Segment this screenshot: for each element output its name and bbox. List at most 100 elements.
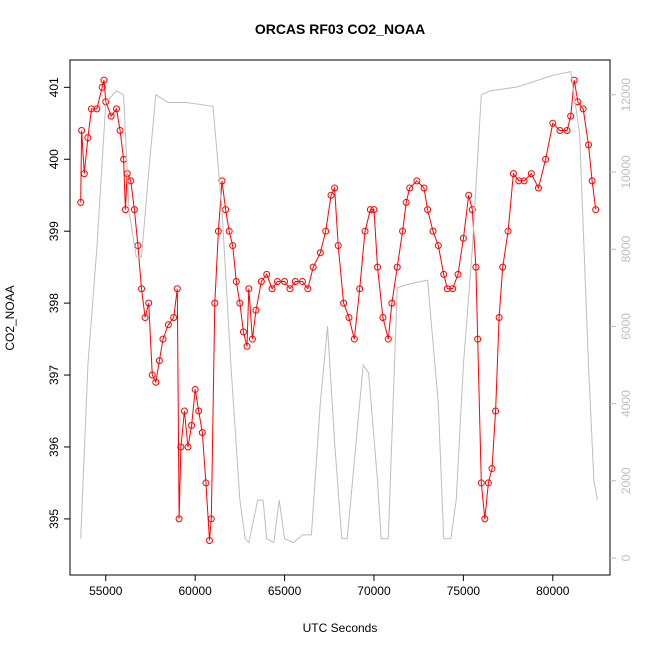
y2-tick-label: 4000 — [619, 390, 633, 417]
data-point — [556, 126, 564, 134]
x-axis-label: UTC Seconds — [303, 621, 378, 635]
data-point — [309, 263, 317, 271]
plot-frame — [69, 59, 611, 576]
data-point — [420, 184, 428, 192]
data-point — [222, 206, 230, 214]
data-point — [229, 242, 237, 250]
data-point — [252, 306, 260, 314]
data-point — [214, 227, 222, 235]
data-point — [245, 285, 253, 293]
data-point — [331, 184, 339, 192]
data-point — [527, 170, 535, 178]
data-point — [195, 407, 203, 415]
data-point — [316, 249, 324, 257]
y2-tick-label: 2000 — [619, 467, 633, 494]
data-point — [164, 321, 172, 329]
y2-tick-label: 10000 — [619, 155, 633, 189]
data-point — [286, 285, 294, 293]
data-point — [148, 371, 156, 379]
data-point — [520, 177, 528, 185]
data-point — [191, 385, 199, 393]
data-point — [477, 479, 485, 487]
data-point — [542, 155, 550, 163]
data-point — [563, 126, 571, 134]
data-point — [549, 119, 557, 127]
data-point — [248, 335, 256, 343]
y2-tick-label: 6000 — [619, 313, 633, 340]
data-point — [155, 357, 163, 365]
y-tick-label: 401 — [47, 77, 61, 97]
data-point — [84, 134, 92, 142]
data-point — [350, 335, 358, 343]
y2-tick-label: 8000 — [619, 235, 633, 262]
data-point — [345, 314, 353, 321]
data-point — [443, 285, 451, 293]
data-point — [177, 443, 185, 451]
data-point — [198, 429, 206, 437]
data-point — [534, 184, 542, 192]
data-point — [304, 285, 312, 293]
data-point — [424, 206, 432, 214]
data-point — [481, 515, 489, 523]
data-point — [504, 227, 512, 235]
y-tick-label: 396 — [47, 437, 61, 457]
data-point — [78, 126, 86, 134]
data-point — [170, 314, 178, 321]
data-point — [484, 479, 492, 487]
data-point — [388, 299, 396, 307]
data-point — [257, 278, 265, 286]
y2-tick-label: 12000 — [619, 78, 633, 112]
data-point — [340, 299, 348, 307]
data-point — [399, 227, 407, 235]
data-point — [112, 105, 120, 113]
data-point — [379, 314, 387, 321]
data-point — [273, 278, 281, 286]
data-point — [440, 270, 448, 278]
data-point — [134, 242, 142, 250]
chart-title: ORCAS RF03 CO2_NOAA — [255, 21, 425, 37]
data-point — [207, 515, 215, 523]
data-point — [585, 141, 593, 149]
y-tick-label: 400 — [47, 149, 61, 169]
data-point — [449, 285, 457, 293]
data-point — [152, 378, 160, 386]
data-point — [291, 278, 299, 286]
data-point — [98, 83, 106, 91]
data-point — [236, 299, 244, 307]
y-tick-label: 395 — [47, 509, 61, 529]
data-point — [402, 198, 410, 206]
data-point — [492, 407, 500, 415]
data-point — [188, 421, 196, 429]
data-point — [138, 285, 146, 293]
data-point — [570, 76, 578, 84]
y-tick-label: 399 — [47, 221, 61, 241]
data-point — [413, 177, 421, 185]
data-point — [454, 270, 462, 278]
data-point — [180, 407, 188, 415]
data-point — [434, 242, 442, 250]
y-axis-label: CO2_NOAA — [3, 285, 17, 350]
data-point — [184, 443, 192, 451]
data-point — [406, 184, 414, 192]
data-point — [232, 278, 240, 286]
data-point — [468, 206, 476, 214]
data-point — [268, 285, 276, 293]
data-point — [322, 227, 330, 235]
data-point — [472, 263, 480, 271]
x-tick-label: 70000 — [357, 584, 391, 598]
data-point — [499, 263, 507, 271]
data-point — [384, 335, 392, 343]
y-tick-label: 397 — [47, 365, 61, 385]
data-point — [93, 105, 101, 113]
data-point — [116, 126, 124, 134]
x-tick-label: 80000 — [536, 584, 570, 598]
data-point — [495, 314, 503, 321]
y-tick-label: 398 — [47, 293, 61, 313]
data-point — [239, 328, 247, 336]
data-point — [356, 285, 364, 293]
data-point — [225, 227, 233, 235]
data-point — [130, 206, 138, 214]
data-point — [121, 206, 129, 214]
